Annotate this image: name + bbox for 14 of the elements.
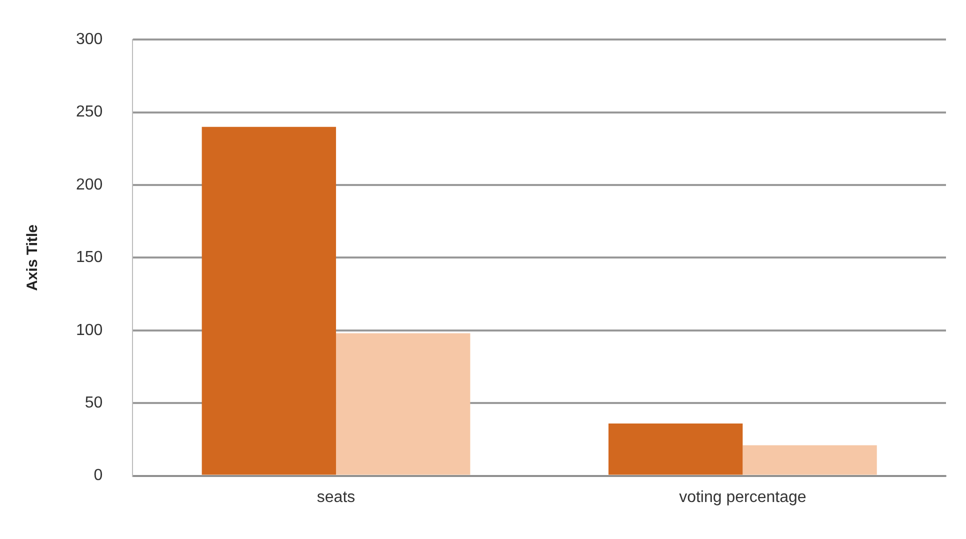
y-tick-label: 200 [76,176,103,194]
bar [336,333,470,475]
y-tick-label: 250 [76,104,103,121]
y-axis-title: Axis Title [24,224,42,291]
y-tick-label: 0 [94,467,103,484]
y-tick-label: 150 [76,249,103,266]
bar [742,445,877,475]
x-tick-label: voting percentage [679,488,806,506]
y-tick-label: 300 [76,31,103,48]
bar [202,126,336,475]
y-tick-label: 50 [84,394,103,412]
x-tick-label: seats [316,488,356,506]
y-tick-label: 100 [76,322,103,339]
bar [608,423,743,475]
